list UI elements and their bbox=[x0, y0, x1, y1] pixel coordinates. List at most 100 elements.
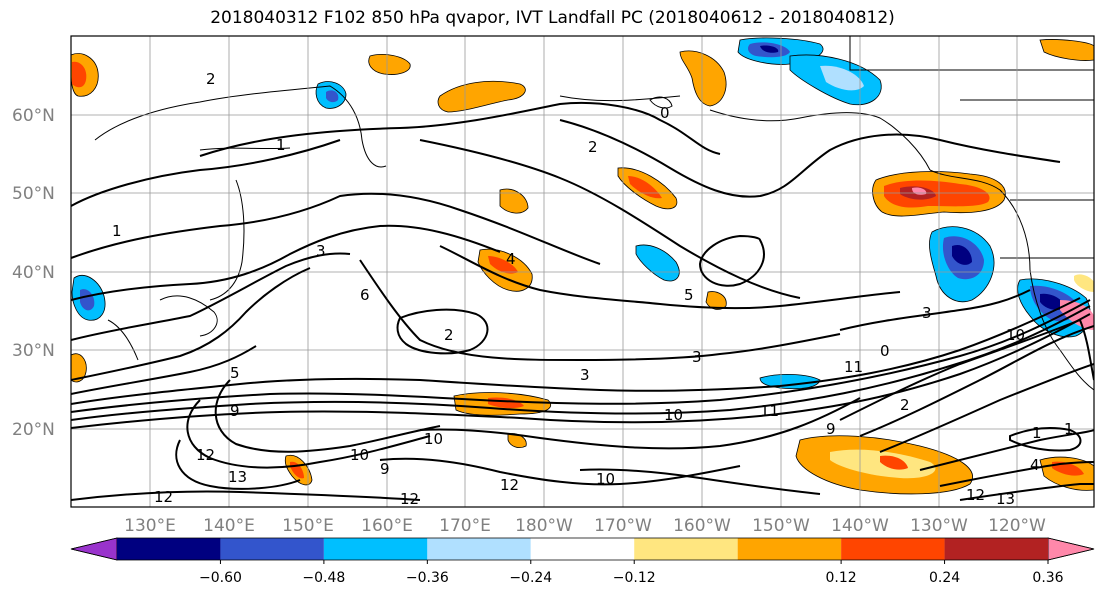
colorbar-segment bbox=[220, 538, 324, 560]
anomaly-patch bbox=[880, 455, 908, 470]
contour-label: 3 bbox=[692, 348, 702, 366]
colorbar: −0.60−0.48−0.36−0.24−0.120.120.240.360.4… bbox=[70, 537, 1095, 586]
lat-label: 30°N bbox=[12, 341, 55, 361]
colorbar-segment bbox=[634, 538, 738, 560]
contour-label: 10 bbox=[664, 406, 683, 424]
colorbar-tick-label: −0.12 bbox=[613, 570, 656, 586]
contour-label: 3 bbox=[316, 242, 326, 260]
colorbar-tick-label: −0.60 bbox=[199, 570, 242, 586]
colorbar-max-extension bbox=[1047, 537, 1095, 561]
lat-label: 60°N bbox=[12, 106, 55, 126]
lon-label: 130°E bbox=[124, 516, 176, 536]
anomaly-patch bbox=[72, 61, 87, 88]
lat-label: 40°N bbox=[12, 263, 55, 283]
lon-label: 140°W bbox=[831, 516, 889, 536]
contour-label: 1 bbox=[276, 136, 286, 154]
colorbar-tick-label: 0.36 bbox=[1032, 570, 1063, 586]
map-frame bbox=[70, 35, 1095, 508]
contour-label: 10 bbox=[424, 430, 443, 448]
anomaly-patch bbox=[1052, 461, 1084, 476]
colorbar-outline bbox=[70, 537, 1095, 561]
contour-label: 13 bbox=[996, 490, 1015, 508]
contour-label: 10 bbox=[596, 470, 615, 488]
contour-label: 2 bbox=[588, 138, 598, 156]
map-title: 2018040312 F102 850 hPa qvapor, IVT Land… bbox=[210, 8, 895, 28]
anomaly-patch bbox=[71, 353, 87, 383]
contour-label: 3 bbox=[922, 304, 932, 322]
lon-label: 150°W bbox=[752, 516, 810, 536]
colorbar-segment bbox=[530, 538, 635, 560]
lon-label: 150°E bbox=[282, 516, 334, 536]
colorbar-segment bbox=[944, 538, 1048, 560]
lat-label: 50°N bbox=[12, 184, 55, 204]
colorbar-tick-label: −0.48 bbox=[302, 570, 345, 586]
contour-label: 12 bbox=[154, 488, 173, 506]
lat-label: 20°N bbox=[12, 420, 55, 440]
anomaly-patch bbox=[679, 50, 727, 107]
contour-label: 12 bbox=[400, 490, 419, 508]
contour-label: 0 bbox=[880, 342, 890, 360]
contour-labels: 1 2 1 2 0 3 6 2 3 5 4 5 3 10 11 9 10 12 … bbox=[112, 70, 1074, 508]
ivt-contours bbox=[71, 101, 1094, 501]
contour-label: 9 bbox=[826, 420, 836, 438]
contour-label: 1 bbox=[112, 222, 122, 240]
lon-label: 160°W bbox=[673, 516, 731, 536]
contour-label: 12 bbox=[196, 446, 215, 464]
contour-label: 2 bbox=[206, 70, 216, 88]
anomaly-patch bbox=[1040, 293, 1066, 310]
anomaly-patch bbox=[368, 54, 411, 75]
anomaly-patch bbox=[1074, 274, 1094, 292]
anomaly-patch bbox=[80, 289, 95, 311]
lon-label: 170°W bbox=[594, 516, 652, 536]
colorbar-segment bbox=[323, 538, 428, 560]
contour-label: 6 bbox=[360, 286, 370, 304]
contour-label: 12 bbox=[500, 476, 519, 494]
contour-label: 2 bbox=[444, 326, 454, 344]
contour-label: 4 bbox=[1030, 456, 1040, 474]
lon-label: 160°E bbox=[361, 516, 413, 536]
anomaly-patch bbox=[488, 256, 518, 274]
lon-label: 180°W bbox=[515, 516, 573, 536]
colorbar-segment bbox=[841, 538, 945, 560]
anomaly-patch bbox=[760, 45, 779, 53]
anomaly-patch bbox=[499, 188, 529, 214]
anomaly-patch bbox=[820, 65, 864, 91]
colorbar-segment bbox=[117, 538, 221, 560]
contour-label: 12 bbox=[966, 486, 985, 504]
anomaly-patch bbox=[437, 80, 526, 113]
longitude-labels: 130°E 140°E 150°E 160°E 170°E 180°W 170°… bbox=[124, 516, 1046, 536]
anomaly-patch bbox=[326, 90, 339, 103]
contour-label: 3 bbox=[580, 366, 590, 384]
colorbar-tick-label: −0.36 bbox=[406, 570, 449, 586]
contour-label: 11 bbox=[760, 402, 779, 420]
lon-label: 170°E bbox=[439, 516, 491, 536]
map-panel bbox=[71, 36, 1094, 507]
lon-label: 140°E bbox=[203, 516, 255, 536]
contour-label: 13 bbox=[228, 468, 247, 486]
colorbar-tick-label: −0.24 bbox=[509, 570, 552, 586]
lon-label: 130°W bbox=[910, 516, 968, 536]
contour-label: 9 bbox=[230, 402, 240, 420]
contour-label: 2 bbox=[900, 396, 910, 414]
colorbar-segment bbox=[737, 538, 842, 560]
contour-label: 10 bbox=[1006, 326, 1025, 344]
lon-label: 120°W bbox=[988, 516, 1046, 536]
colorbar-min-extension bbox=[70, 537, 118, 561]
coastlines bbox=[94, 36, 1094, 391]
contour-label: 1 bbox=[1032, 424, 1042, 442]
anomaly-patch bbox=[759, 374, 821, 390]
shading-layer bbox=[71, 37, 1094, 495]
anomaly-patch bbox=[705, 291, 727, 310]
colorbar-tick-label: 0.24 bbox=[929, 570, 960, 586]
contour-label: 4 bbox=[506, 250, 516, 268]
anomaly-patch bbox=[952, 244, 972, 265]
colorbar-tick-label: 0.12 bbox=[826, 570, 857, 586]
contour-label: 10 bbox=[350, 446, 369, 464]
contour-label: 0 bbox=[660, 104, 670, 122]
anomaly-patch bbox=[1039, 39, 1094, 61]
colorbar-segment bbox=[427, 538, 531, 560]
contour-label: 11 bbox=[844, 358, 863, 376]
contour-label: 9 bbox=[380, 460, 390, 478]
contour-label: 5 bbox=[230, 364, 240, 382]
